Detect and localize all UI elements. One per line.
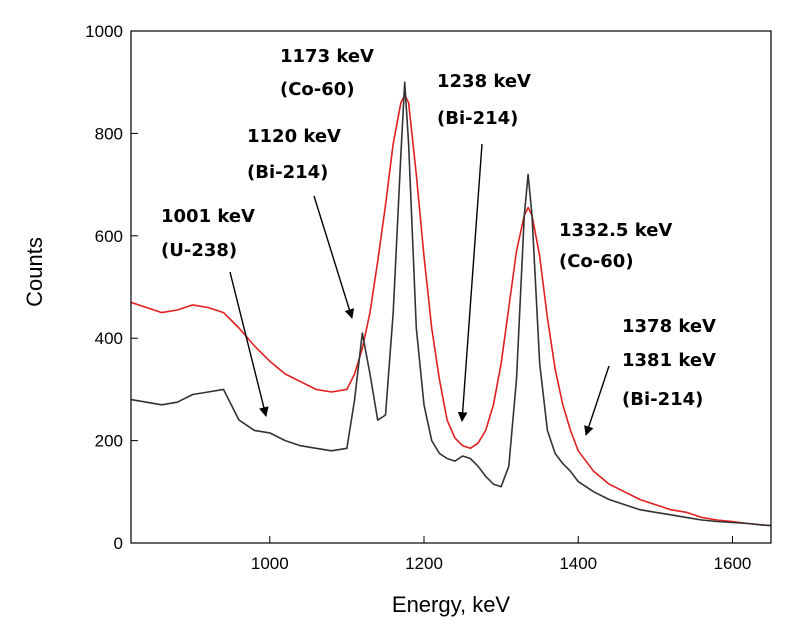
annotation-1001-kev: 1001 keV (U-238) xyxy=(161,206,269,417)
annotation-1332-line-1: 1332.5 keV xyxy=(559,220,672,241)
annotation-1120-kev: 1120 keV (Bi-214) xyxy=(247,126,355,319)
y-tick-label: 800 xyxy=(95,124,123,143)
annotation-1378-line-2: 1381 keV xyxy=(622,350,716,371)
x-tick-label: 1400 xyxy=(559,554,597,573)
annotation-1173-kev: 1173 keV (Co-60) xyxy=(280,46,374,100)
x-tick-label: 1600 xyxy=(714,554,752,573)
plot-area xyxy=(131,31,771,543)
y-axis-title: Counts xyxy=(22,237,47,307)
x-axis-title: Energy, keV xyxy=(392,592,511,617)
annotation-1173-line-2: (Co-60) xyxy=(280,79,355,100)
x-tick-label: 1200 xyxy=(405,554,443,573)
y-tick-label: 200 xyxy=(95,432,123,451)
annotation-1001-line-2: (U-238) xyxy=(161,240,237,261)
plot-frame xyxy=(130,30,772,544)
annotation-1378-kev: 1378 keV 1381 keV (Bi-214) xyxy=(584,316,716,436)
series-line-1 xyxy=(131,94,771,527)
y-tick-label: 600 xyxy=(95,227,123,246)
x-tick-label: 1000 xyxy=(251,554,289,573)
annotation-1001-line-1: 1001 keV xyxy=(161,206,255,227)
series-line-2 xyxy=(131,81,771,527)
annotation-1332-kev: 1332.5 keV (Co-60) xyxy=(559,220,672,272)
annotation-1238-arrow xyxy=(457,143,483,422)
y-tick-label: 400 xyxy=(95,329,123,348)
y-tick-label: 1000 xyxy=(85,22,123,41)
annotation-1238-line-2: (Bi-214) xyxy=(437,108,518,129)
y-tick-label: 0 xyxy=(114,534,123,553)
annotation-1173-line-1: 1173 keV xyxy=(280,46,374,67)
annotation-1238-kev: 1238 keV (Bi-214) xyxy=(437,71,531,422)
annotation-1120-line-2: (Bi-214) xyxy=(247,162,328,183)
annotation-1378-line-3: (Bi-214) xyxy=(622,389,703,410)
annotation-1332-line-2: (Co-60) xyxy=(559,251,634,272)
annotation-1238-line-1: 1238 keV xyxy=(437,71,531,92)
axes-layer: 1000 1200 1400 1600 0 200 400 600 800 1000 xyxy=(85,22,751,573)
annotation-1001-arrow xyxy=(229,271,269,417)
annotation-1378-line-1: 1378 keV xyxy=(622,316,716,337)
annotation-1378-arrow xyxy=(584,365,610,436)
series-layer xyxy=(131,81,771,527)
annotation-1120-arrow xyxy=(313,195,355,319)
annotation-1120-line-1: 1120 keV xyxy=(247,126,341,147)
